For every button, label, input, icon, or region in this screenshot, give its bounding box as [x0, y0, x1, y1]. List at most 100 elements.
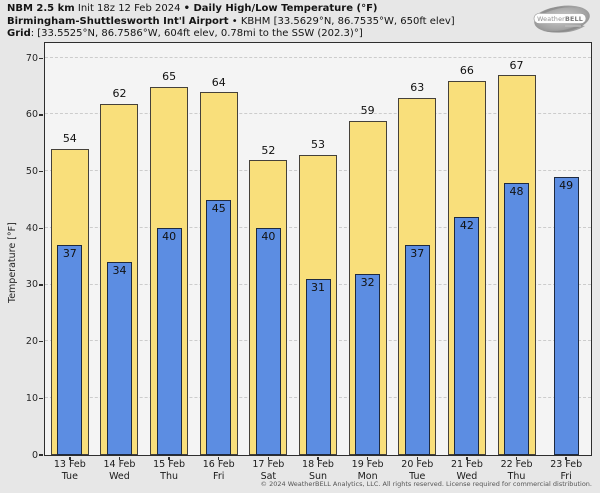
high-value-label: 66 — [459, 64, 474, 78]
low-value-label: 34 — [112, 264, 127, 278]
x-label-date: 15 Feb — [153, 459, 186, 470]
bar-low — [553, 177, 579, 455]
x-label-date: 23 Feb — [550, 459, 583, 470]
logo-band — [533, 13, 587, 24]
low-value-label: 37 — [410, 247, 425, 261]
y-tick-label: 60 — [25, 109, 38, 121]
model-name: NBM 2.5 km — [7, 3, 75, 14]
y-tick — [39, 340, 43, 343]
y-tick-label: 70 — [25, 52, 38, 64]
x-tick — [565, 456, 567, 460]
high-value-label: 53 — [311, 138, 325, 152]
station-name: Birmingham-Shuttlesworth Int'l Airport — [7, 15, 229, 27]
x-label-weekday: Tue — [61, 471, 78, 482]
y-tick-label: 20 — [25, 336, 38, 348]
y-axis-title: Temperature [°F] — [7, 222, 18, 303]
high-value-label: 67 — [509, 58, 524, 72]
chart-title: • Daily High/Low Temperature (°F) — [183, 3, 378, 14]
low-value-label: 40 — [261, 230, 276, 244]
x-label-date: 19 Feb — [351, 459, 384, 470]
y-tick-label: 40 — [25, 222, 38, 234]
x-axis-label: 19 Feb Mon — [340, 459, 396, 483]
x-tick — [267, 456, 270, 460]
low-value-label: 32 — [360, 275, 375, 289]
low-value-label: 40 — [162, 230, 177, 244]
bar-low — [206, 199, 232, 455]
y-tick-label: 30 — [25, 279, 38, 291]
x-tick — [217, 456, 220, 460]
bar-low — [305, 279, 331, 455]
high-value-label: 59 — [360, 104, 375, 118]
bar-low — [355, 273, 381, 455]
y-tick — [39, 454, 43, 456]
x-axis-label: 13 Feb Tue — [42, 459, 98, 483]
x-label-weekday: Fri — [213, 471, 225, 482]
header-line-2: Birmingham-Shuttlesworth Int'l Airport •… — [7, 16, 455, 29]
x-label-weekday: Wed — [109, 471, 130, 482]
x-tick — [515, 456, 518, 460]
init-time: Init 18z 12 Feb 2024 — [74, 3, 184, 14]
x-axis-label: 16 Feb Fri — [191, 459, 247, 483]
high-value-label: 64 — [211, 75, 226, 89]
high-value-label: 62 — [112, 87, 127, 101]
high-value-label: 54 — [62, 132, 77, 146]
logo-fineprint — [565, 25, 581, 27]
header-line-3: Grid: [33.5525°N, 86.7586°W, 604ft elev,… — [7, 28, 455, 41]
x-axis-label: 17 Feb Sat — [240, 459, 296, 483]
x-label-weekday: Mon — [357, 471, 378, 482]
gridline — [44, 56, 591, 58]
x-label-weekday: Thu — [160, 471, 178, 482]
y-tick — [39, 170, 43, 173]
low-value-label: 45 — [211, 201, 226, 215]
copyright-notice: © 2024 WeatherBELL Analytics, LLC. All r… — [260, 480, 592, 488]
header-line-1: NBM 2.5 km Init 18z 12 Feb 2024 • Daily … — [7, 3, 455, 16]
x-label-weekday: Sat — [260, 471, 277, 482]
bar-low — [255, 228, 281, 455]
x-tick — [466, 456, 468, 460]
x-axis-label: 22 Feb Thu — [489, 459, 545, 483]
bar-high — [199, 92, 238, 455]
x-label-weekday: Fri — [560, 471, 572, 482]
low-value-label: 48 — [509, 184, 524, 198]
y-tick — [39, 114, 43, 116]
x-label-date: 21 Feb — [450, 459, 483, 470]
grid-label: Grid — [7, 28, 31, 40]
x-tick — [118, 456, 121, 460]
x-axis-label: 18 Feb Sun — [290, 459, 346, 483]
y-tick — [39, 284, 43, 286]
bar-low — [156, 228, 182, 455]
x-tick — [168, 456, 170, 460]
x-label-date: 22 Feb — [500, 459, 533, 470]
low-value-label: 42 — [459, 218, 474, 232]
y-tick-label: 0 — [31, 449, 38, 461]
y-tick-label: 10 — [25, 392, 38, 404]
bar-low — [404, 245, 430, 455]
x-label-date: 18 Feb — [302, 459, 334, 470]
high-value-label: 63 — [410, 81, 425, 95]
x-axis-label: 21 Feb Wed — [439, 459, 495, 483]
low-value-label: 37 — [62, 247, 77, 261]
station-info: • KBHM [33.5629°N, 86.7535°W, 650ft elev… — [228, 15, 455, 27]
y-tick-label: 50 — [25, 166, 38, 178]
x-label-weekday: Sun — [308, 471, 328, 482]
y-tick — [39, 227, 43, 230]
low-value-label: 49 — [559, 179, 574, 193]
y-tick — [39, 57, 43, 60]
x-axis-label: 15 Feb Thu — [141, 459, 197, 483]
grid-info: : [33.5525°N, 86.7586°W, 604ft elev, 0.7… — [30, 28, 363, 40]
x-axis-label: 20 Feb Tue — [389, 459, 445, 483]
x-tick — [416, 456, 419, 460]
bar-low — [454, 216, 480, 455]
chart-header: NBM 2.5 km Init 18z 12 Feb 2024 • Daily … — [7, 3, 455, 41]
x-label-date: 17 Feb — [252, 459, 285, 470]
y-tick — [39, 397, 43, 400]
bar-low — [57, 245, 83, 455]
x-label-weekday: Tue — [409, 471, 426, 482]
high-value-label: 65 — [162, 70, 177, 84]
high-value-label: 52 — [261, 143, 276, 157]
x-label-weekday: Wed — [456, 471, 478, 482]
low-value-label: 31 — [311, 281, 325, 295]
bar-low — [504, 182, 530, 455]
x-axis-label: 23 Feb Fri — [538, 459, 594, 483]
